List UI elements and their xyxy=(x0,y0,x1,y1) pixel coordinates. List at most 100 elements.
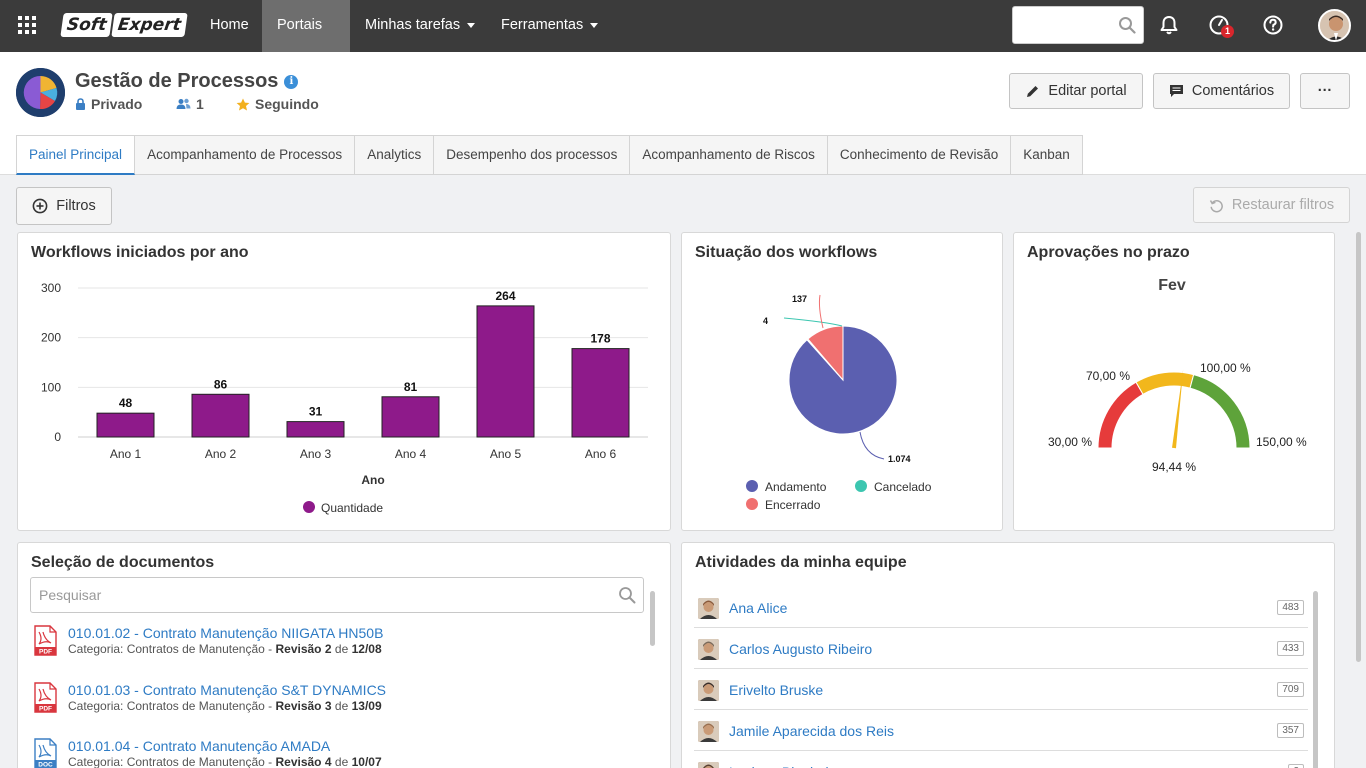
team-member-name[interactable]: Luciana Blenheim xyxy=(729,764,840,768)
restore-filters-button[interactable]: Restaurar filtros xyxy=(1193,187,1350,223)
legend-marker[interactable] xyxy=(855,480,867,492)
activity-count-badge: 483 xyxy=(1277,600,1304,615)
users-icon xyxy=(176,98,191,109)
bar[interactable] xyxy=(286,421,345,438)
document-item[interactable]: DOC 010.01.04 - Contrato Manutenção AMAD… xyxy=(34,738,634,768)
tab-painel-principal[interactable]: Painel Principal xyxy=(16,135,136,175)
revision-word: Revisão xyxy=(275,755,322,768)
undo-icon xyxy=(1209,199,1223,212)
search-icon[interactable] xyxy=(1118,16,1136,34)
bell-icon[interactable] xyxy=(1158,14,1180,36)
team-member-row[interactable]: Erivelto Bruske 709 xyxy=(694,669,1308,710)
more-options-button[interactable]: ··· xyxy=(1300,73,1350,109)
category-prefix: Categoria: xyxy=(68,698,124,713)
document-item[interactable]: PDF 010.01.03 - Contrato Manutenção S&T … xyxy=(34,682,634,722)
filters-button[interactable]: Filtros xyxy=(16,187,112,225)
page-scrollbar[interactable] xyxy=(1356,232,1361,662)
global-search-input[interactable] xyxy=(1012,6,1144,44)
tab-analytics[interactable]: Analytics xyxy=(355,135,435,175)
legend-marker[interactable] xyxy=(303,501,315,513)
bar-value-label: 264 xyxy=(495,289,515,303)
comments-button[interactable]: Comentários xyxy=(1153,73,1290,109)
pie-chart-icon xyxy=(16,68,65,117)
bar[interactable] xyxy=(191,393,250,438)
bar[interactable] xyxy=(96,412,155,438)
document-revision: 3 xyxy=(324,698,332,713)
team-member-name[interactable]: Erivelto Bruske xyxy=(729,682,824,698)
workflow-alert-button[interactable]: 1 xyxy=(1208,14,1234,38)
team-member-row[interactable]: Ana Alice 483 xyxy=(694,587,1308,628)
gauge-band xyxy=(1189,373,1251,449)
info-icon[interactable]: i xyxy=(284,74,299,89)
bar-value-label: 81 xyxy=(404,380,418,394)
restore-filters-label: Restaurar filtros xyxy=(1231,197,1335,213)
document-title[interactable]: 010.01.03 - Contrato Manutenção S&T DYNA… xyxy=(68,681,387,698)
help-icon[interactable] xyxy=(1262,14,1284,36)
pie-slice[interactable] xyxy=(807,325,844,382)
team-member-name[interactable]: Carlos Augusto Ribeiro xyxy=(729,641,873,657)
gauge-label: 70,00 % xyxy=(1086,369,1130,383)
tab-acompanhamento-riscos[interactable]: Acompanhamento de Riscos xyxy=(630,135,828,175)
team-member-name[interactable]: Ana Alice xyxy=(729,600,788,616)
team-member-row[interactable]: Carlos Augusto Ribeiro 433 xyxy=(694,628,1308,669)
svg-text:DOC: DOC xyxy=(38,762,53,768)
pie-value-label: 4 xyxy=(763,316,768,326)
members-indicator[interactable]: 1 xyxy=(176,96,204,112)
nav-portais[interactable]: Portais xyxy=(262,0,350,78)
chevron-down-icon xyxy=(467,22,476,28)
members-count: 1 xyxy=(196,96,204,112)
document-title[interactable]: 010.01.04 - Contrato Manutenção AMADA xyxy=(68,738,331,754)
y-tick-label: 300 xyxy=(41,281,61,295)
search-icon[interactable] xyxy=(618,586,636,604)
documents-scrollbar[interactable] xyxy=(650,591,655,646)
tab-acompanhamento-processos[interactable]: Acompanhamento de Processos xyxy=(135,135,356,175)
edit-portal-button[interactable]: Editar portal xyxy=(1009,73,1143,109)
legend-marker[interactable] xyxy=(746,480,758,492)
nav-home[interactable]: Home xyxy=(195,0,264,52)
document-item[interactable]: PDF 010.01.02 - Contrato Manutenção NIIG… xyxy=(34,625,634,665)
revision-word: Revisão xyxy=(275,642,322,656)
page-title: Gestão de Processos i xyxy=(75,70,299,93)
privacy-indicator: Privado xyxy=(75,96,142,112)
legend-marker[interactable] xyxy=(746,498,758,510)
legend-label[interactable]: Andamento xyxy=(765,480,827,494)
leader-line xyxy=(859,431,885,460)
activity-count-badge: 433 xyxy=(1277,641,1304,656)
bar-value-label: 86 xyxy=(214,377,228,391)
comments-label: Comentários xyxy=(1191,83,1275,99)
bar[interactable] xyxy=(476,305,535,438)
star-icon xyxy=(236,98,250,110)
following-indicator[interactable]: Seguindo xyxy=(236,96,319,112)
documents-search-input[interactable] xyxy=(39,578,599,612)
category-prefix: Categoria: xyxy=(68,642,124,656)
team-member-name[interactable]: Jamile Aparecida dos Reis xyxy=(729,723,894,739)
document-title[interactable]: 010.01.02 - Contrato Manutenção NIIGATA … xyxy=(68,625,384,641)
bar[interactable] xyxy=(571,348,630,438)
gauge-band xyxy=(1135,371,1195,395)
activity-count-badge: 3 xyxy=(1288,764,1304,768)
user-avatar[interactable] xyxy=(1318,9,1351,42)
of-word: de xyxy=(334,755,349,768)
team-scrollbar[interactable] xyxy=(1313,591,1318,768)
legend-label[interactable]: Cancelado xyxy=(874,480,932,494)
nav-minhas-tarefas[interactable]: Minhas tarefas xyxy=(350,0,490,52)
team-member-row[interactable]: Luciana Blenheim 3 xyxy=(694,751,1308,768)
team-member-row[interactable]: Jamile Aparecida dos Reis 357 xyxy=(694,710,1308,751)
tab-conhecimento-revisao[interactable]: Conhecimento de Revisão xyxy=(827,135,1012,175)
tab-desempenho-processos[interactable]: Desempenho dos processos xyxy=(434,135,631,175)
softexpert-logo[interactable]: Soft Expert xyxy=(60,12,188,38)
tab-kanban[interactable]: Kanban xyxy=(1011,135,1083,175)
x-tick-label: Ano 4 xyxy=(395,447,427,461)
pdf-icon: PDF xyxy=(34,625,57,656)
nav-home-label: Home xyxy=(210,17,249,33)
legend-label[interactable]: Encerrado xyxy=(765,498,821,512)
nav-ferramentas[interactable]: Ferramentas xyxy=(486,0,613,52)
gauge-title: Aprovações no prazo xyxy=(1027,244,1190,261)
bar[interactable] xyxy=(381,396,440,438)
apps-grid-icon[interactable] xyxy=(18,16,36,34)
gauge-label: 100,00 % xyxy=(1200,361,1251,375)
legend-label[interactable]: Quantidade xyxy=(321,501,383,515)
doc-icon: DOC xyxy=(34,738,57,768)
gauge-band xyxy=(1097,381,1144,449)
document-meta: Categoria: Contratos de Manutenção - Rev… xyxy=(68,755,382,768)
